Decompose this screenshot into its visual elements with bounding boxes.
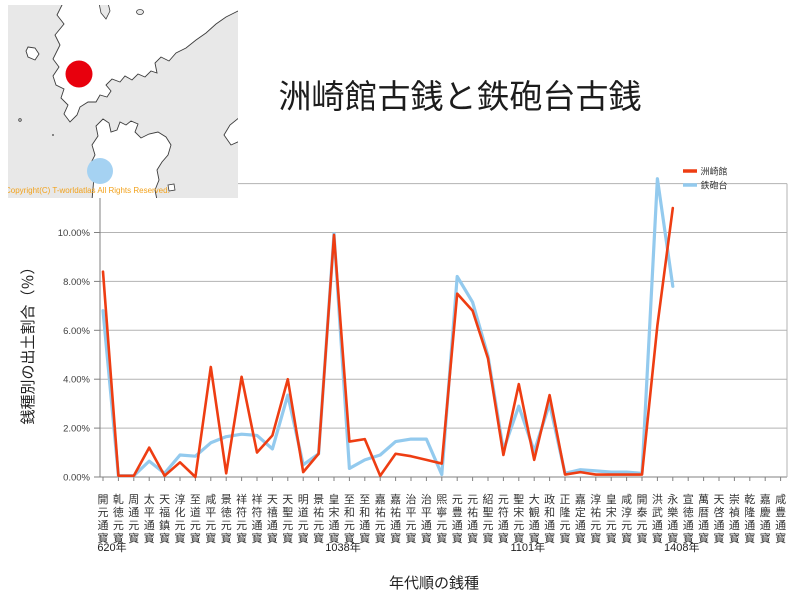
y-tick-label: 10.00% (58, 228, 91, 239)
y-tick-label: 8.00% (63, 277, 90, 288)
x-category-label: 太平通寳 (144, 493, 155, 545)
year-label: 1408年 (664, 540, 699, 554)
x-category-label: 天禧通寳 (267, 494, 278, 545)
x-axis-title: 年代順の銭種 (389, 575, 479, 592)
x-category-label: 煕寧元寳 (436, 493, 447, 545)
x-category-label: 咸淳元寳 (621, 493, 632, 545)
x-category-label: 至道元寳 (190, 494, 201, 545)
x-category-label: 嘉祐通寳 (390, 492, 401, 545)
y-axis-title: 銭種別の出土割合（％） (20, 259, 37, 424)
legend-label-洲崎館: 洲崎館 (701, 166, 728, 177)
x-category-label: 淳化元寳 (175, 492, 186, 545)
year-label: 1038年 (325, 540, 360, 554)
x-category-label: 紹聖元寳 (483, 493, 494, 545)
x-category-label: 嘉定通寳 (575, 492, 586, 545)
x-category-label: 天聖元寳 (282, 494, 293, 545)
map-island-west (25, 46, 40, 61)
x-category-label: 治平元寳 (406, 492, 417, 545)
x-category-label: 淳祐元寳 (590, 492, 601, 545)
x-category-label: 明道元寳 (298, 493, 309, 545)
x-category-label: 景祐元寳 (313, 493, 324, 545)
x-category-label: 元豊通寳 (452, 494, 463, 545)
x-category-label: 天啓通寳 (714, 494, 725, 545)
legend-label-鉄砲台: 鉄砲台 (701, 180, 728, 191)
x-category-label: 天福鎮寳 (159, 494, 170, 545)
x-category-label: 正隆元寳 (560, 494, 571, 545)
y-tick-label: 4.00% (63, 375, 90, 386)
map-copyright-text: Copyright(C) T-worldatlas All Rights Res… (8, 186, 170, 195)
page-title: 洲崎館古銭と鉄砲台古銭 (278, 78, 642, 115)
x-category-label: 開元通寳 (98, 493, 109, 545)
location-map-inset: Copyright(C) T-worldatlas All Rights Res… (8, 5, 238, 198)
susakikan-site-marker (65, 60, 93, 88)
x-category-label: 元祐通寳 (467, 494, 478, 545)
map-islet-outline (18, 118, 22, 122)
map-island-small-southeast (167, 183, 176, 192)
series-line-洲崎館 (101, 206, 675, 479)
map-graphic (8, 5, 238, 198)
year-label: 1101年 (510, 540, 545, 554)
y-tick-label: 2.00% (63, 424, 90, 435)
x-category-label: 乹徳元寳 (113, 493, 124, 545)
series-line-鉄砲台 (101, 177, 675, 478)
x-category-label: 大観通寳 (529, 492, 540, 545)
x-category-label: 祥符通寳 (252, 492, 263, 545)
x-category-label: 永樂通寳 (667, 492, 678, 545)
year-label: 620年 (97, 540, 126, 554)
map-islet-dot (52, 134, 54, 136)
x-category-label: 嘉慶通寳 (760, 492, 771, 545)
x-category-label: 元符通寳 (498, 494, 509, 545)
x-category-label: 景徳元寳 (221, 493, 232, 545)
x-category-label: 周通元寳 (128, 493, 139, 545)
x-category-label: 治平通寳 (421, 492, 432, 545)
x-category-label: 祥符元寳 (236, 492, 247, 545)
map-pond (136, 9, 144, 15)
x-category-label: 咸豊通寳 (775, 493, 786, 545)
x-category-label: 嘉祐元寳 (375, 492, 386, 545)
y-tick-label: 6.00% (63, 326, 90, 337)
x-category-label: 崇禎通寳 (729, 493, 740, 545)
y-tick-label: 0.00% (63, 473, 90, 484)
x-category-label: 咸平元寳 (205, 493, 216, 545)
teppodai-site-marker (87, 158, 113, 184)
map-coast-right-edge (223, 118, 238, 146)
x-category-label: 洪武通寳 (652, 492, 663, 545)
x-category-label: 至和通寳 (359, 494, 370, 545)
x-category-label: 皇宋通寳 (329, 492, 340, 545)
x-category-label: 聖宋元寳 (513, 493, 524, 545)
x-category-label: 皇宋元寳 (606, 492, 617, 545)
x-category-label: 宣徳通寳 (683, 492, 694, 545)
x-category-label: 乾隆通寳 (744, 493, 755, 545)
x-category-label: 開泰元寳 (637, 493, 648, 545)
map-bay-inlet (98, 5, 111, 20)
map-land-oshima-peninsula (52, 5, 238, 123)
x-category-label: 政和通寳 (544, 492, 555, 545)
x-category-label: 至和元寳 (344, 494, 355, 545)
x-category-label: 萬暦通寳 (698, 493, 709, 545)
